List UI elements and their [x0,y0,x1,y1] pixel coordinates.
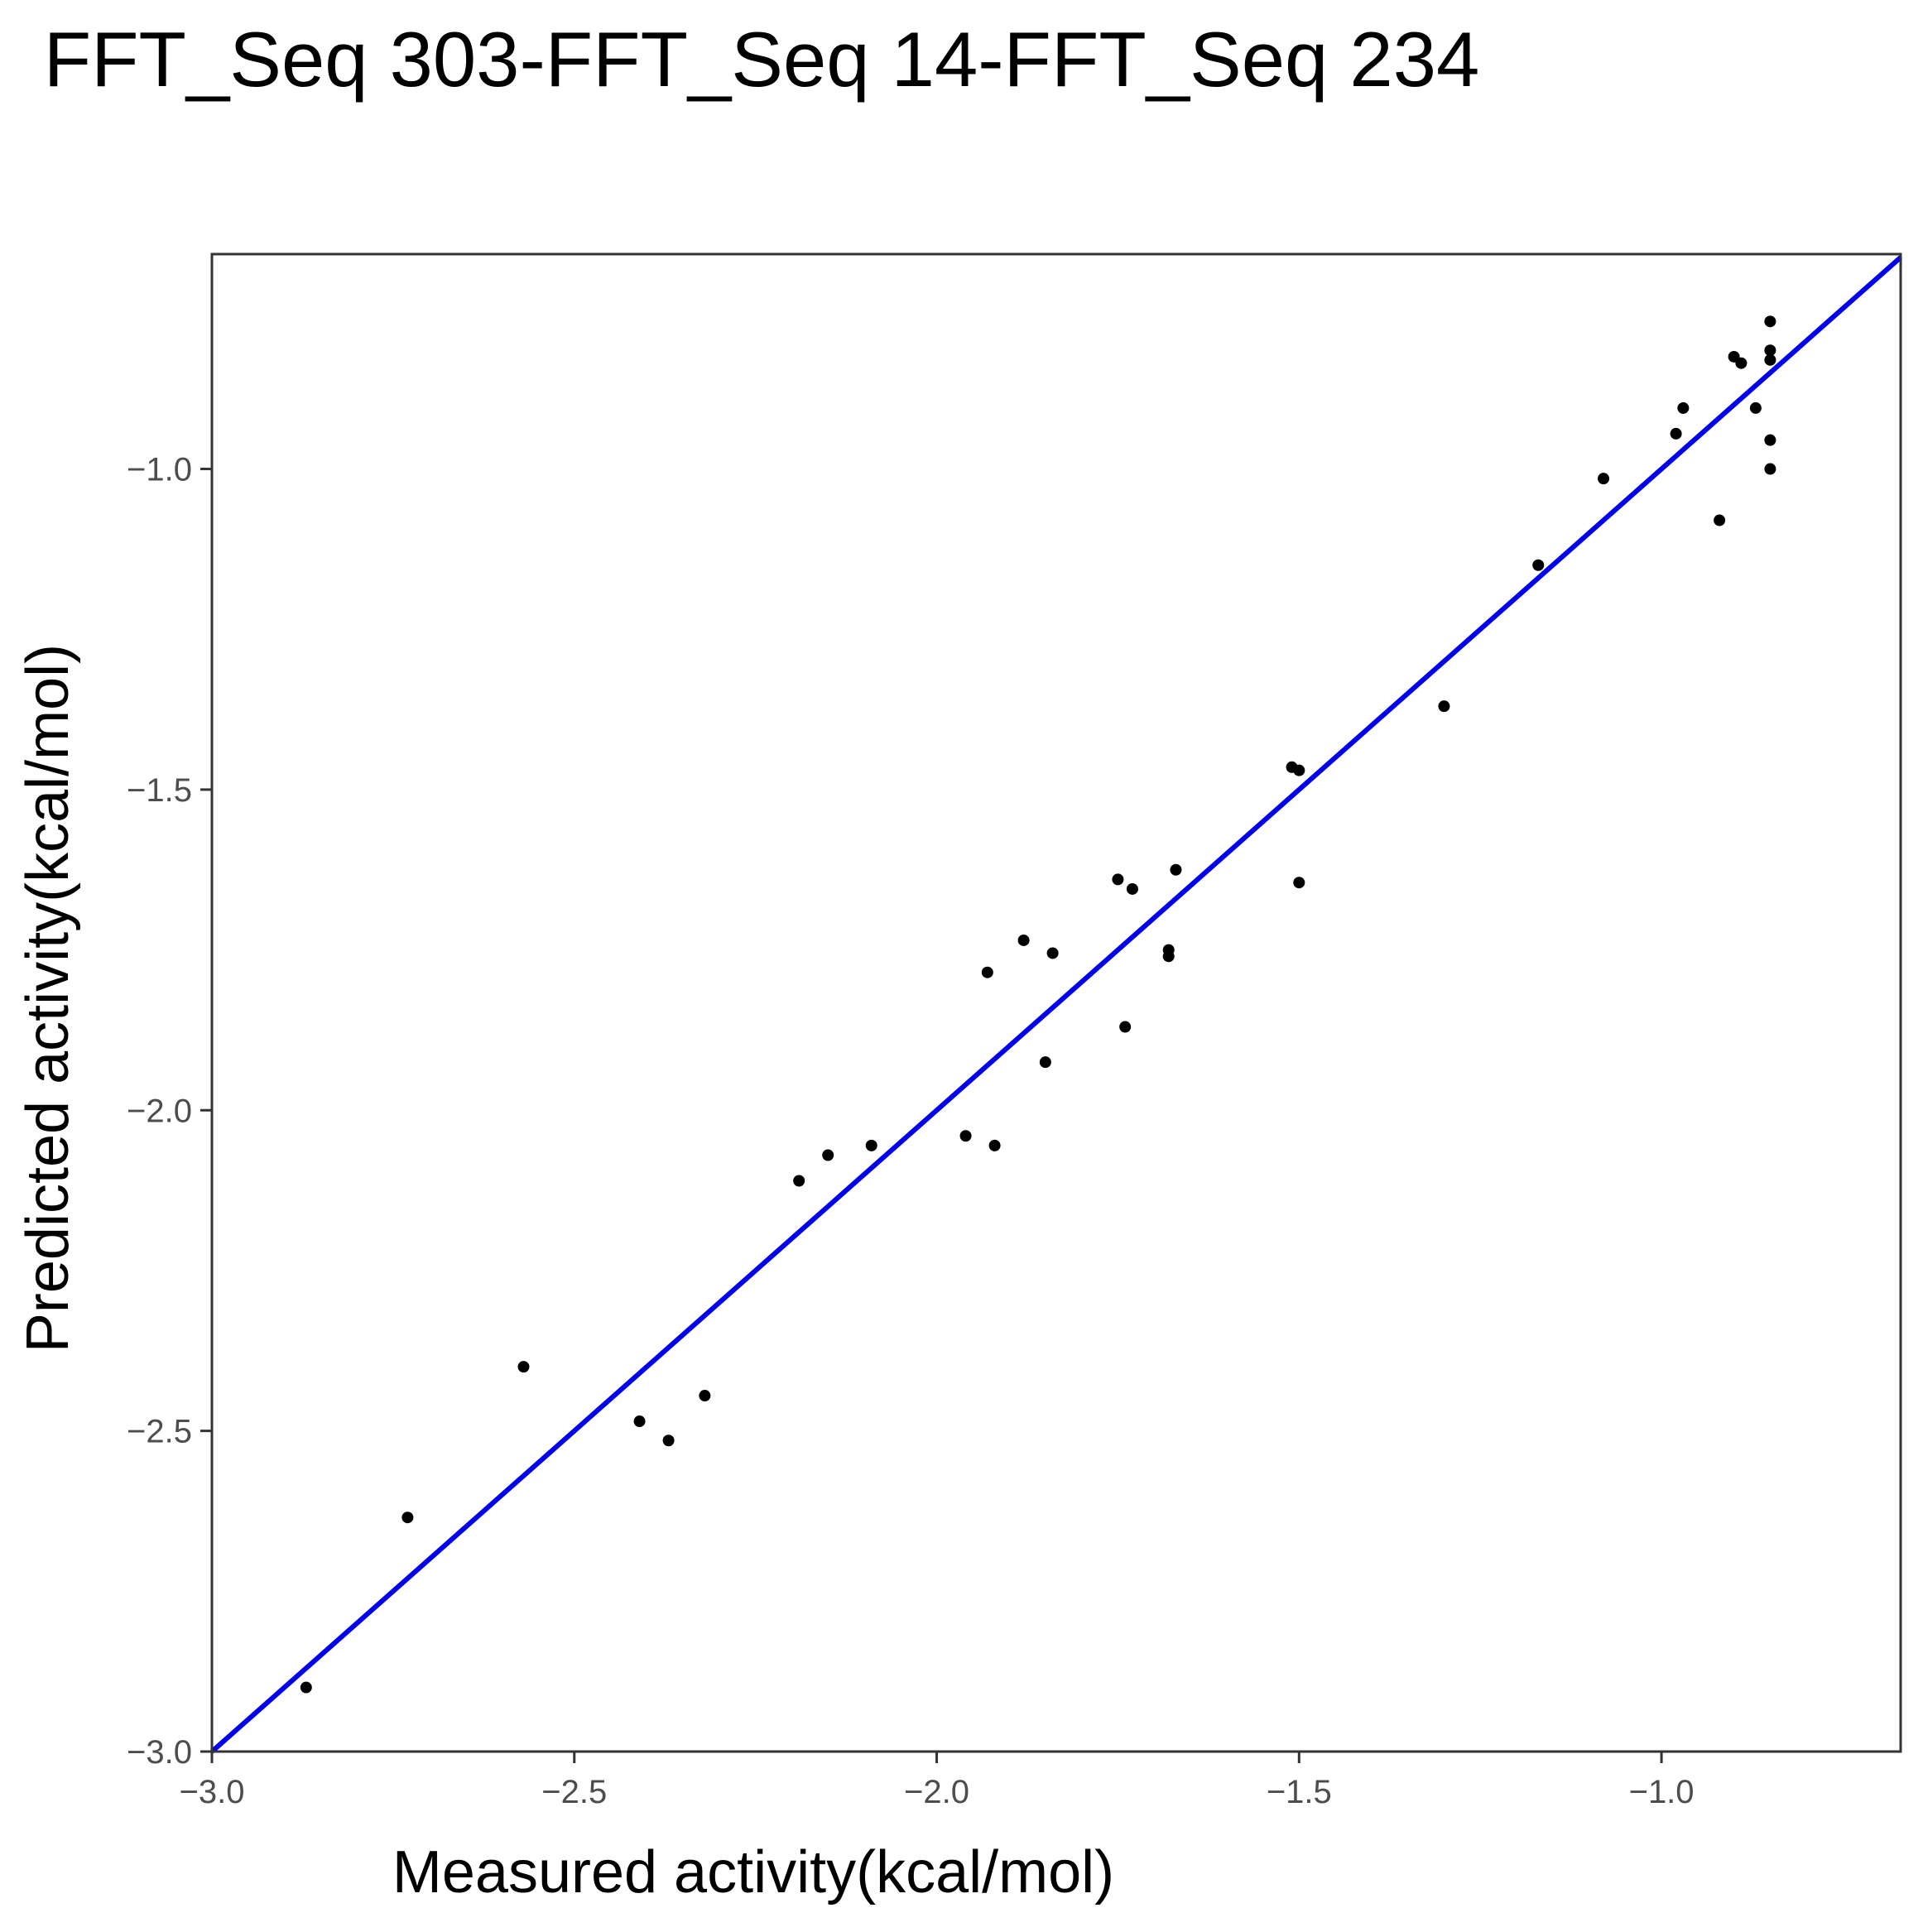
data-point [1126,882,1138,895]
data-point [1293,877,1305,889]
data-point [1764,463,1776,475]
data-point [988,1139,1001,1151]
data-points-layer [300,315,1776,1694]
x-tick-label: −3.0 [180,1774,245,1810]
data-point [1735,357,1748,369]
y-tick-label: −1.0 [127,452,192,488]
x-axis-ticks: −3.0 −2.5 −2.0 −1.5 −1.0 [180,1752,1695,1810]
x-tick-label: −1.5 [1267,1774,1332,1810]
reference-line-layer [210,255,1902,1754]
data-point [699,1390,711,1402]
x-axis-title: Measured activity(kcal/mol) [392,1839,1114,1906]
data-point [1764,353,1776,366]
x-tick-label: −2.5 [541,1774,607,1810]
data-point [1046,947,1059,959]
data-point [1714,514,1726,526]
x-tick-label: −1.0 [1629,1774,1695,1810]
y-tick-label: −3.0 [127,1734,192,1771]
data-point [1532,559,1545,571]
x-tick-label: −2.0 [904,1774,969,1810]
data-point [1170,863,1182,876]
y-axis-title: Predicted activity(kcal/mol) [15,644,81,1353]
reference-line [210,255,1902,1754]
data-point [1162,950,1175,963]
data-point [1670,427,1682,440]
data-point [633,1415,646,1428]
data-point [1764,434,1776,446]
y-tick-label: −2.0 [127,1093,192,1129]
data-point [1677,401,1690,414]
data-point [300,1681,312,1694]
data-point [1119,1021,1132,1033]
y-tick-label: −1.5 [127,772,192,809]
data-point [1749,401,1762,414]
data-point [1438,700,1450,713]
data-point [981,966,993,978]
chart-title: FFT_Seq 303-FFT_Seq 14-FFT_Seq 234 [43,16,1480,103]
data-point [1764,315,1776,328]
data-point [1039,1056,1051,1069]
data-point [1764,344,1776,357]
data-point [822,1149,834,1161]
data-point [1017,934,1030,946]
data-point [1112,873,1124,886]
plot-panel-border [210,252,1902,1753]
data-point [865,1139,877,1151]
y-axis-ticks: −3.0 −2.5 −2.0 −1.5 −1.0 [127,452,212,1771]
y-tick-label: −2.5 [127,1414,192,1450]
data-point [793,1175,805,1187]
data-point [959,1130,972,1142]
data-point [1293,764,1305,776]
data-point [1598,473,1610,485]
data-point [517,1361,530,1373]
data-point [401,1511,414,1524]
data-point [662,1435,675,1447]
